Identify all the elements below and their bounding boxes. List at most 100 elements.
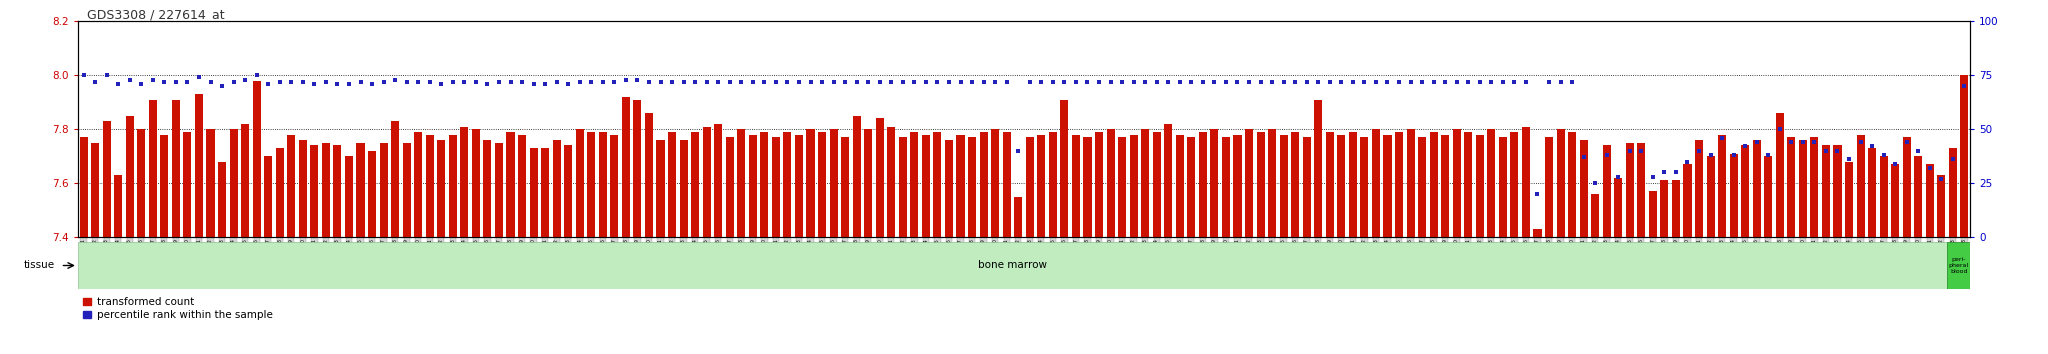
Point (1671, 159, 1704, 164)
Bar (588, 132, 596, 237)
Point (1567, 154, 1599, 160)
Bar (1071, 135, 1079, 237)
Point (1303, 79, 1335, 85)
Bar (299, 140, 307, 237)
Bar (1880, 156, 1888, 237)
Bar (807, 129, 815, 237)
Point (1464, 79, 1497, 85)
Bar (403, 143, 412, 237)
Point (1798, 139, 1831, 145)
Point (748, 79, 780, 85)
Bar (737, 129, 745, 237)
Point (1487, 79, 1520, 85)
Bar (877, 119, 885, 237)
Point (668, 79, 700, 85)
Bar (1315, 99, 1323, 237)
Bar (449, 135, 457, 237)
Point (1036, 79, 1069, 85)
Point (483, 79, 516, 85)
Bar (1430, 132, 1438, 237)
Bar (795, 135, 803, 237)
Point (1602, 174, 1634, 179)
Bar (1210, 129, 1219, 237)
Point (1544, 79, 1577, 85)
Bar (598, 132, 606, 237)
Bar (1661, 181, 1669, 237)
Point (1729, 144, 1761, 149)
Point (1475, 79, 1507, 85)
Point (332, 81, 365, 87)
Point (1255, 79, 1288, 85)
Point (1348, 79, 1380, 85)
Point (782, 79, 815, 85)
Point (760, 79, 793, 85)
Point (1716, 152, 1749, 158)
Bar (750, 135, 758, 237)
Bar (1614, 178, 1622, 237)
Point (1579, 180, 1612, 186)
Point (1071, 79, 1104, 85)
Point (1614, 148, 1647, 154)
Bar (391, 121, 399, 237)
Bar (1026, 137, 1034, 237)
Bar (80, 137, 88, 237)
Point (864, 79, 897, 85)
Bar (1948, 242, 1970, 289)
Bar (1706, 156, 1714, 237)
Point (713, 79, 745, 85)
Point (1233, 79, 1266, 85)
Point (195, 79, 227, 85)
Point (1497, 79, 1530, 85)
Bar (1731, 154, 1737, 237)
Bar (1718, 135, 1726, 237)
Bar (1245, 129, 1253, 237)
Bar (852, 116, 860, 237)
Point (1001, 148, 1034, 154)
Bar (1395, 132, 1403, 237)
Bar (1915, 156, 1923, 237)
Point (1395, 79, 1427, 85)
Point (991, 79, 1024, 85)
Point (506, 79, 539, 85)
Bar (610, 135, 618, 237)
Bar (1823, 145, 1831, 237)
Bar (471, 129, 479, 237)
Bar (969, 137, 977, 237)
Bar (369, 151, 377, 237)
Point (1659, 170, 1692, 175)
Point (287, 79, 319, 85)
Point (391, 79, 424, 85)
Point (678, 79, 711, 85)
Bar (680, 140, 688, 237)
Bar (1257, 132, 1264, 237)
Point (1890, 139, 1923, 145)
Point (125, 81, 158, 87)
Point (956, 79, 989, 85)
Bar (207, 129, 215, 237)
Point (897, 79, 930, 85)
Point (449, 79, 481, 85)
Bar (1604, 145, 1610, 237)
Point (1556, 79, 1589, 85)
Point (1624, 148, 1657, 154)
Bar (829, 129, 838, 237)
Point (909, 79, 942, 85)
Bar (1788, 137, 1796, 237)
Bar (530, 148, 539, 237)
Point (494, 79, 526, 85)
Point (252, 81, 285, 87)
Point (633, 79, 666, 85)
Point (436, 79, 469, 85)
Point (459, 79, 492, 85)
Bar (1950, 148, 1958, 237)
Bar (150, 99, 158, 237)
Bar (864, 129, 872, 237)
Bar (1579, 140, 1587, 237)
Point (610, 77, 643, 82)
Point (874, 79, 907, 85)
Bar (160, 135, 168, 237)
Bar (264, 156, 272, 237)
Point (528, 81, 561, 87)
Bar (760, 132, 768, 237)
Bar (1960, 75, 1968, 237)
